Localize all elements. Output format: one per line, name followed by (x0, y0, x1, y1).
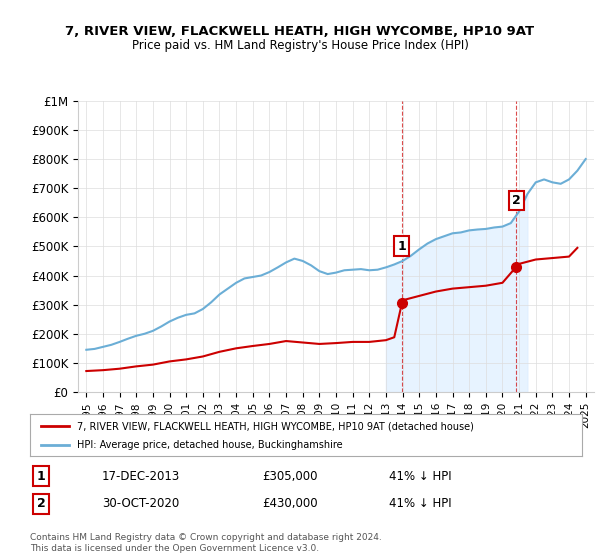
Text: 30-OCT-2020: 30-OCT-2020 (102, 497, 179, 510)
Text: 2: 2 (37, 497, 46, 510)
Text: 7, RIVER VIEW, FLACKWELL HEATH, HIGH WYCOMBE, HP10 9AT (detached house): 7, RIVER VIEW, FLACKWELL HEATH, HIGH WYC… (77, 421, 474, 431)
Text: 17-DEC-2013: 17-DEC-2013 (102, 470, 180, 483)
Text: Price paid vs. HM Land Registry's House Price Index (HPI): Price paid vs. HM Land Registry's House … (131, 39, 469, 52)
Text: 1: 1 (37, 470, 46, 483)
Text: £305,000: £305,000 (262, 470, 317, 483)
Text: HPI: Average price, detached house, Buckinghamshire: HPI: Average price, detached house, Buck… (77, 440, 343, 450)
Text: 41% ↓ HPI: 41% ↓ HPI (389, 497, 451, 510)
Text: Contains HM Land Registry data © Crown copyright and database right 2024.
This d: Contains HM Land Registry data © Crown c… (30, 533, 382, 553)
Text: 1: 1 (398, 240, 406, 253)
Text: 2: 2 (512, 194, 521, 207)
Text: £430,000: £430,000 (262, 497, 317, 510)
Text: 41% ↓ HPI: 41% ↓ HPI (389, 470, 451, 483)
Text: 7, RIVER VIEW, FLACKWELL HEATH, HIGH WYCOMBE, HP10 9AT: 7, RIVER VIEW, FLACKWELL HEATH, HIGH WYC… (65, 25, 535, 38)
